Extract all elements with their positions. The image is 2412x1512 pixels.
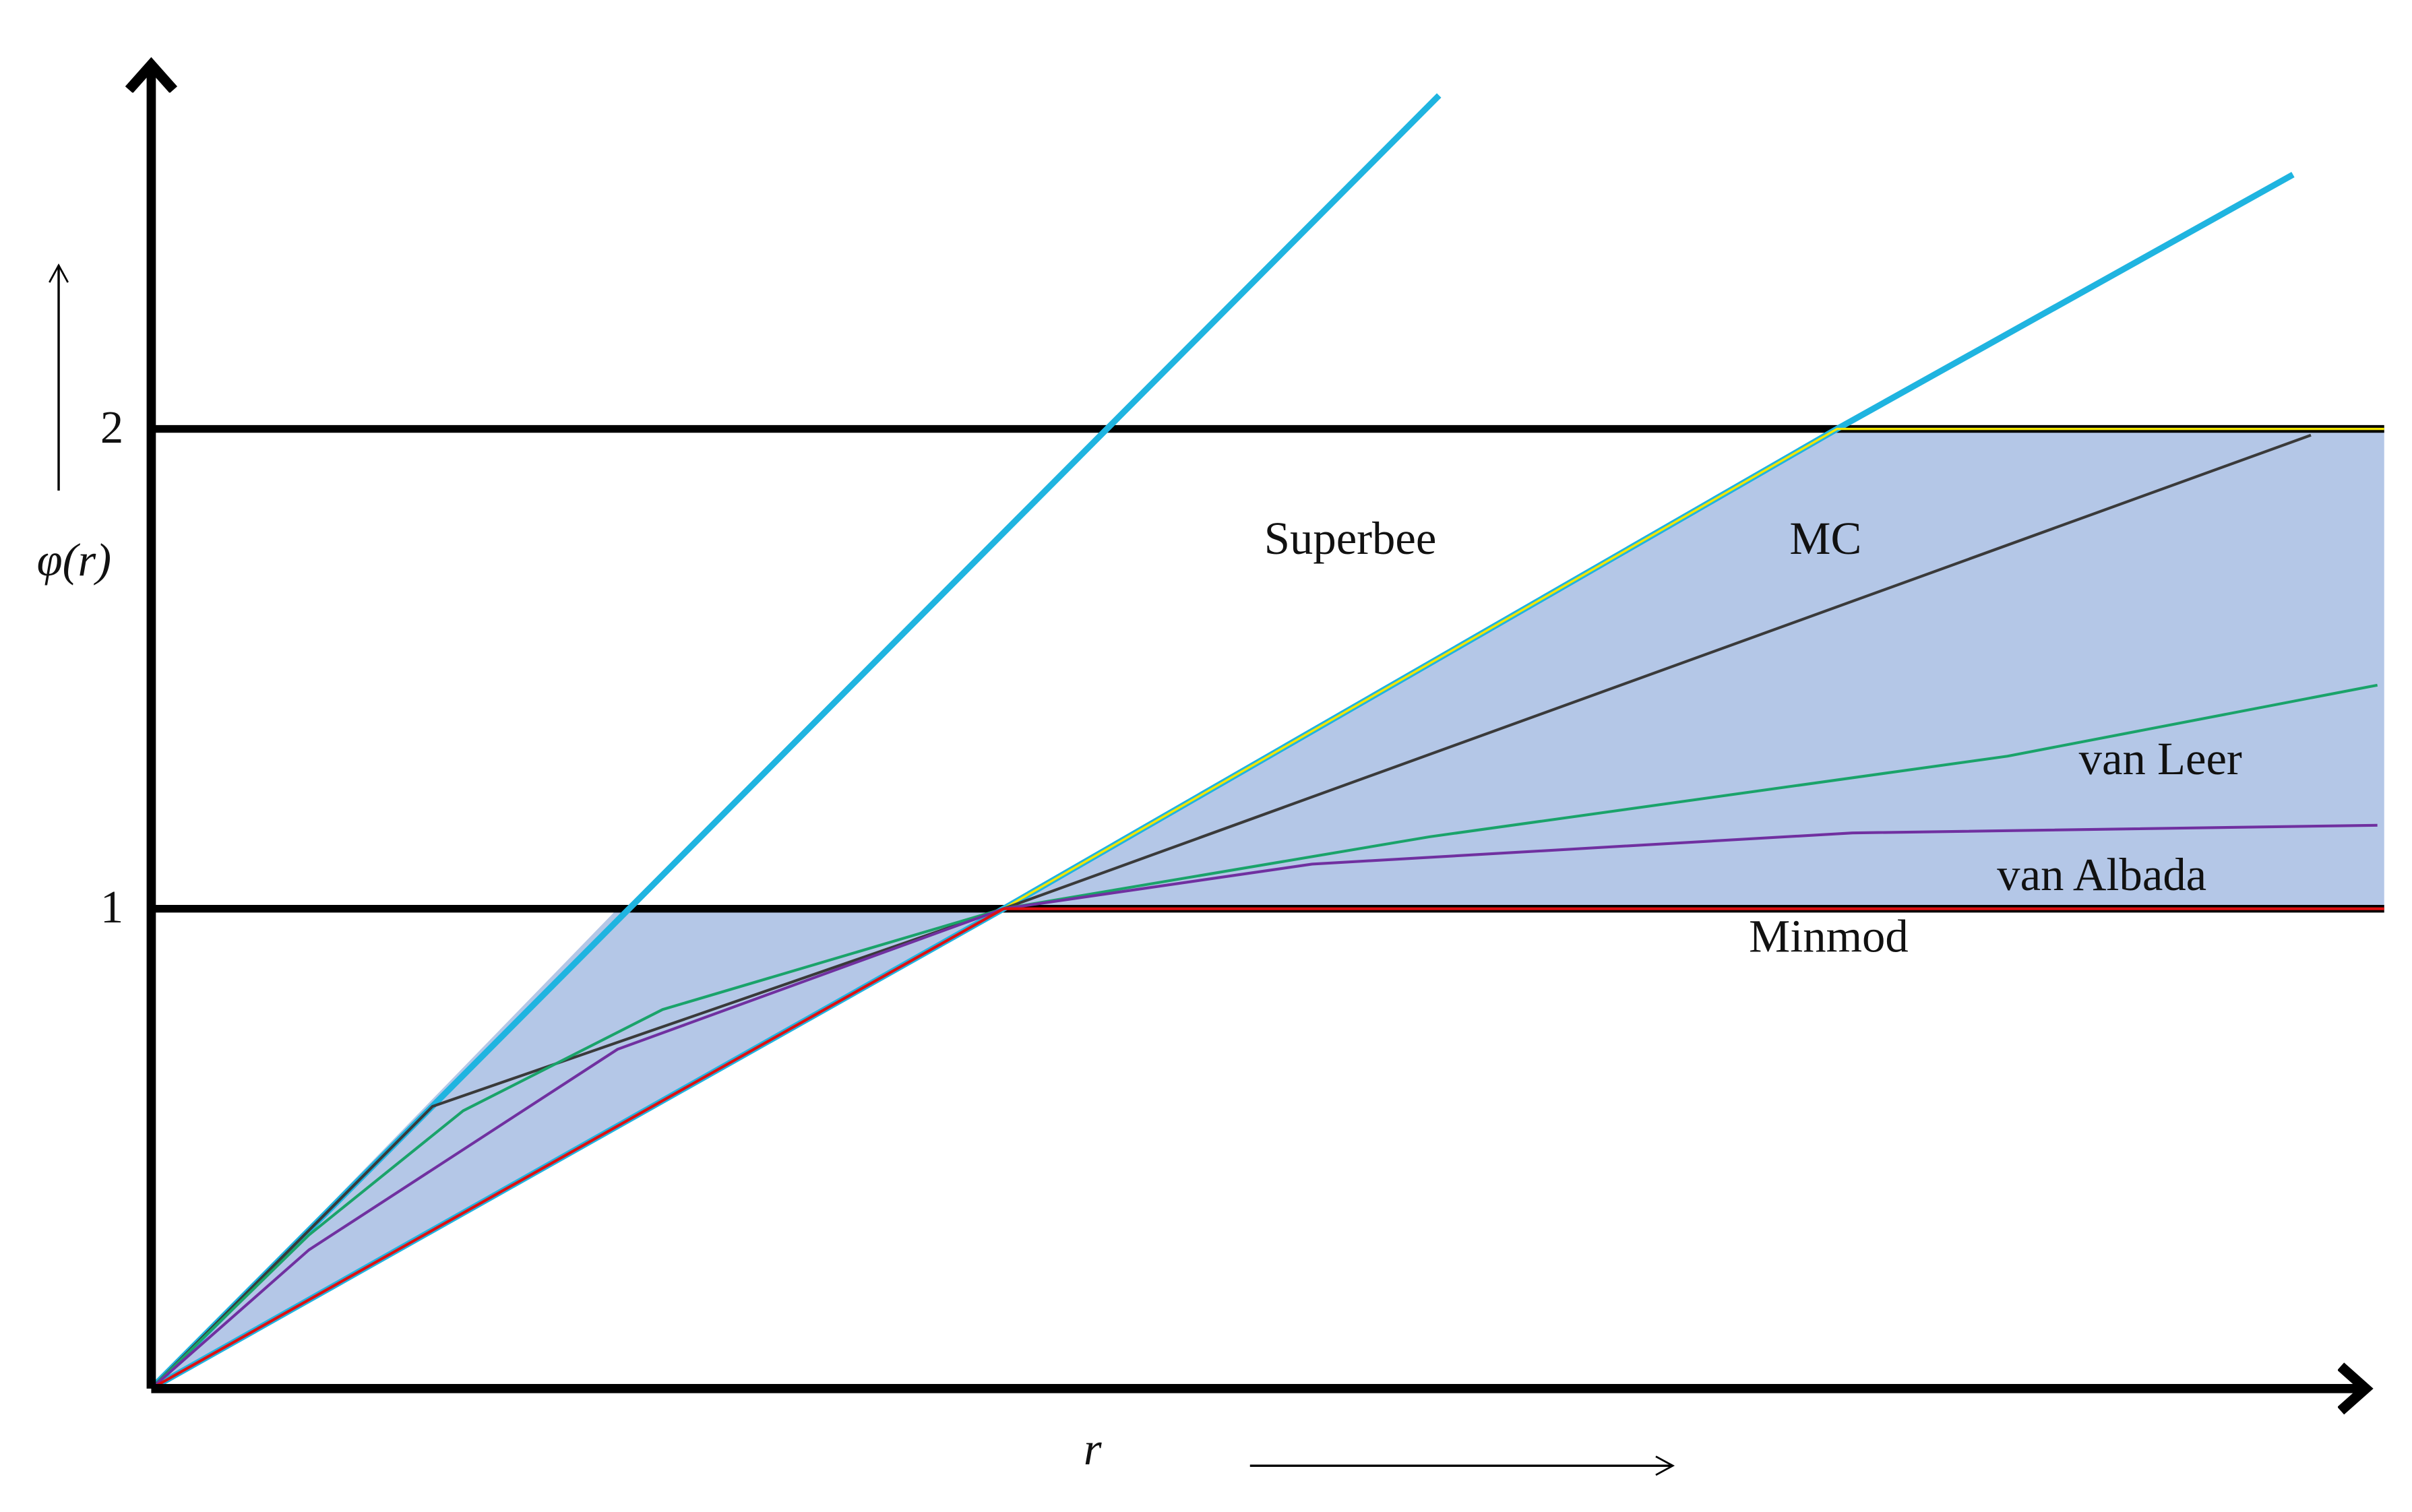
series-label: Minmod xyxy=(1749,911,1909,962)
y-tick-label: 2 xyxy=(100,402,123,453)
y-tick-label: 1 xyxy=(100,881,123,933)
line xyxy=(150,433,2312,1390)
limiter-region xyxy=(151,429,2384,1389)
x-axis-label: r xyxy=(1084,1423,1102,1474)
series-label: van Leer xyxy=(2079,733,2242,784)
series-label: MC xyxy=(1789,513,1861,564)
line xyxy=(150,907,2384,1390)
line xyxy=(150,683,2378,1390)
line xyxy=(1003,427,2384,910)
series-label: van Albada xyxy=(1997,849,2206,900)
series-label: Superbee xyxy=(1264,513,1437,564)
y-axis-label: φ(r) xyxy=(37,534,111,586)
